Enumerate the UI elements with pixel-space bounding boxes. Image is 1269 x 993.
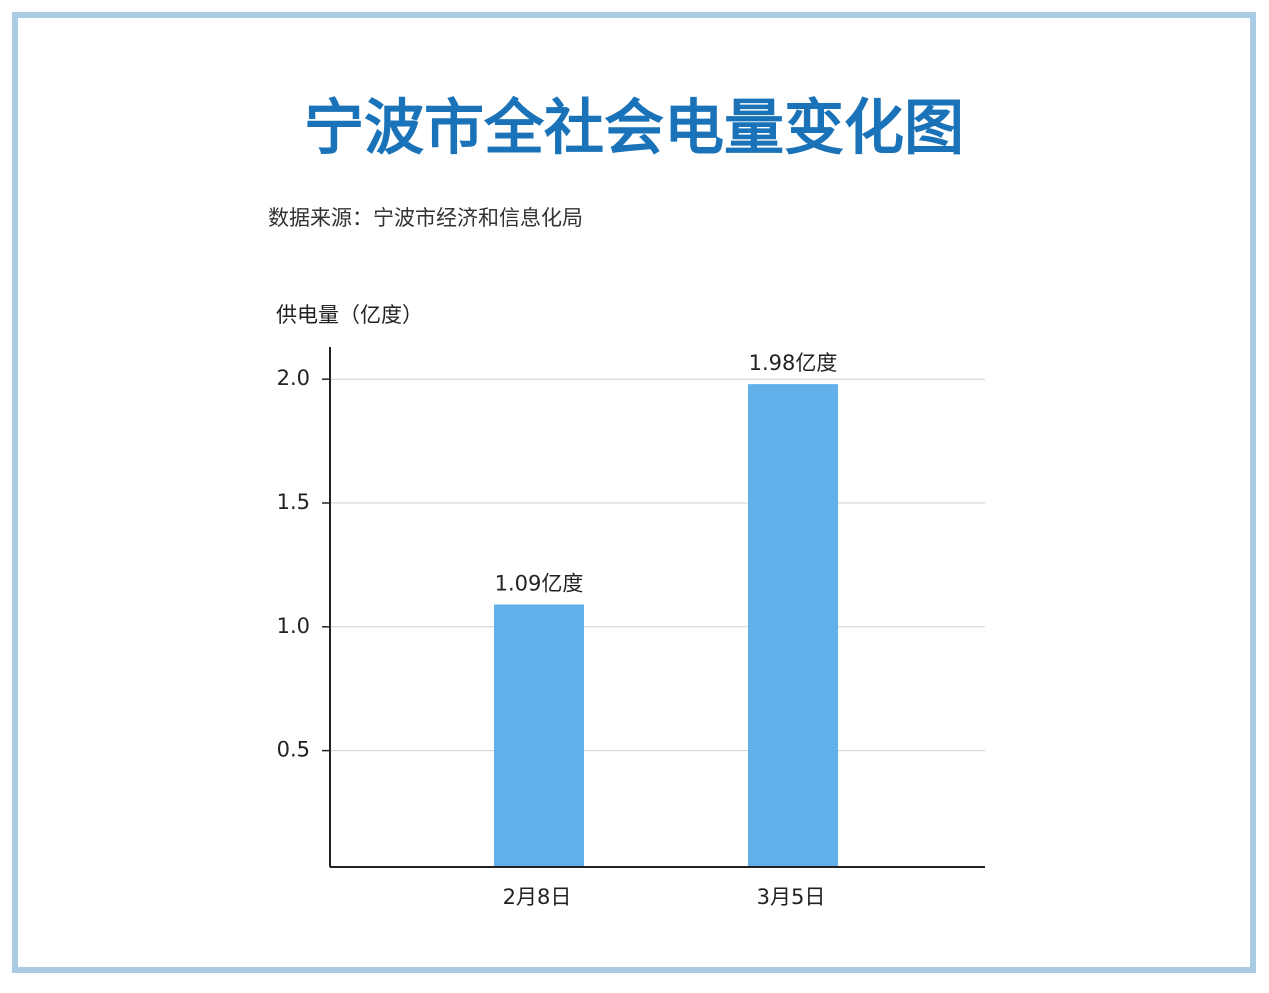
data-label: 1.09亿度 — [495, 572, 584, 596]
y-axis-label: 供电量（亿度） — [276, 303, 423, 327]
x-tick-label: 3月5日 — [757, 885, 826, 909]
chart-title: 宁波市全社会电量变化图 — [304, 94, 964, 164]
y-tick-label: 1.5 — [277, 490, 310, 514]
y-tick-label: 1.0 — [277, 614, 310, 638]
frame — [12, 12, 1256, 973]
x-tick-label: 2月8日 — [503, 885, 572, 909]
data-label: 1.98亿度 — [749, 351, 838, 375]
y-tick-label: 0.5 — [277, 738, 310, 762]
bar — [748, 384, 838, 867]
subtitle: 数据来源：宁波市经济和信息化局 — [268, 206, 583, 230]
bar — [494, 604, 584, 867]
y-tick-label: 2.0 — [277, 366, 310, 390]
